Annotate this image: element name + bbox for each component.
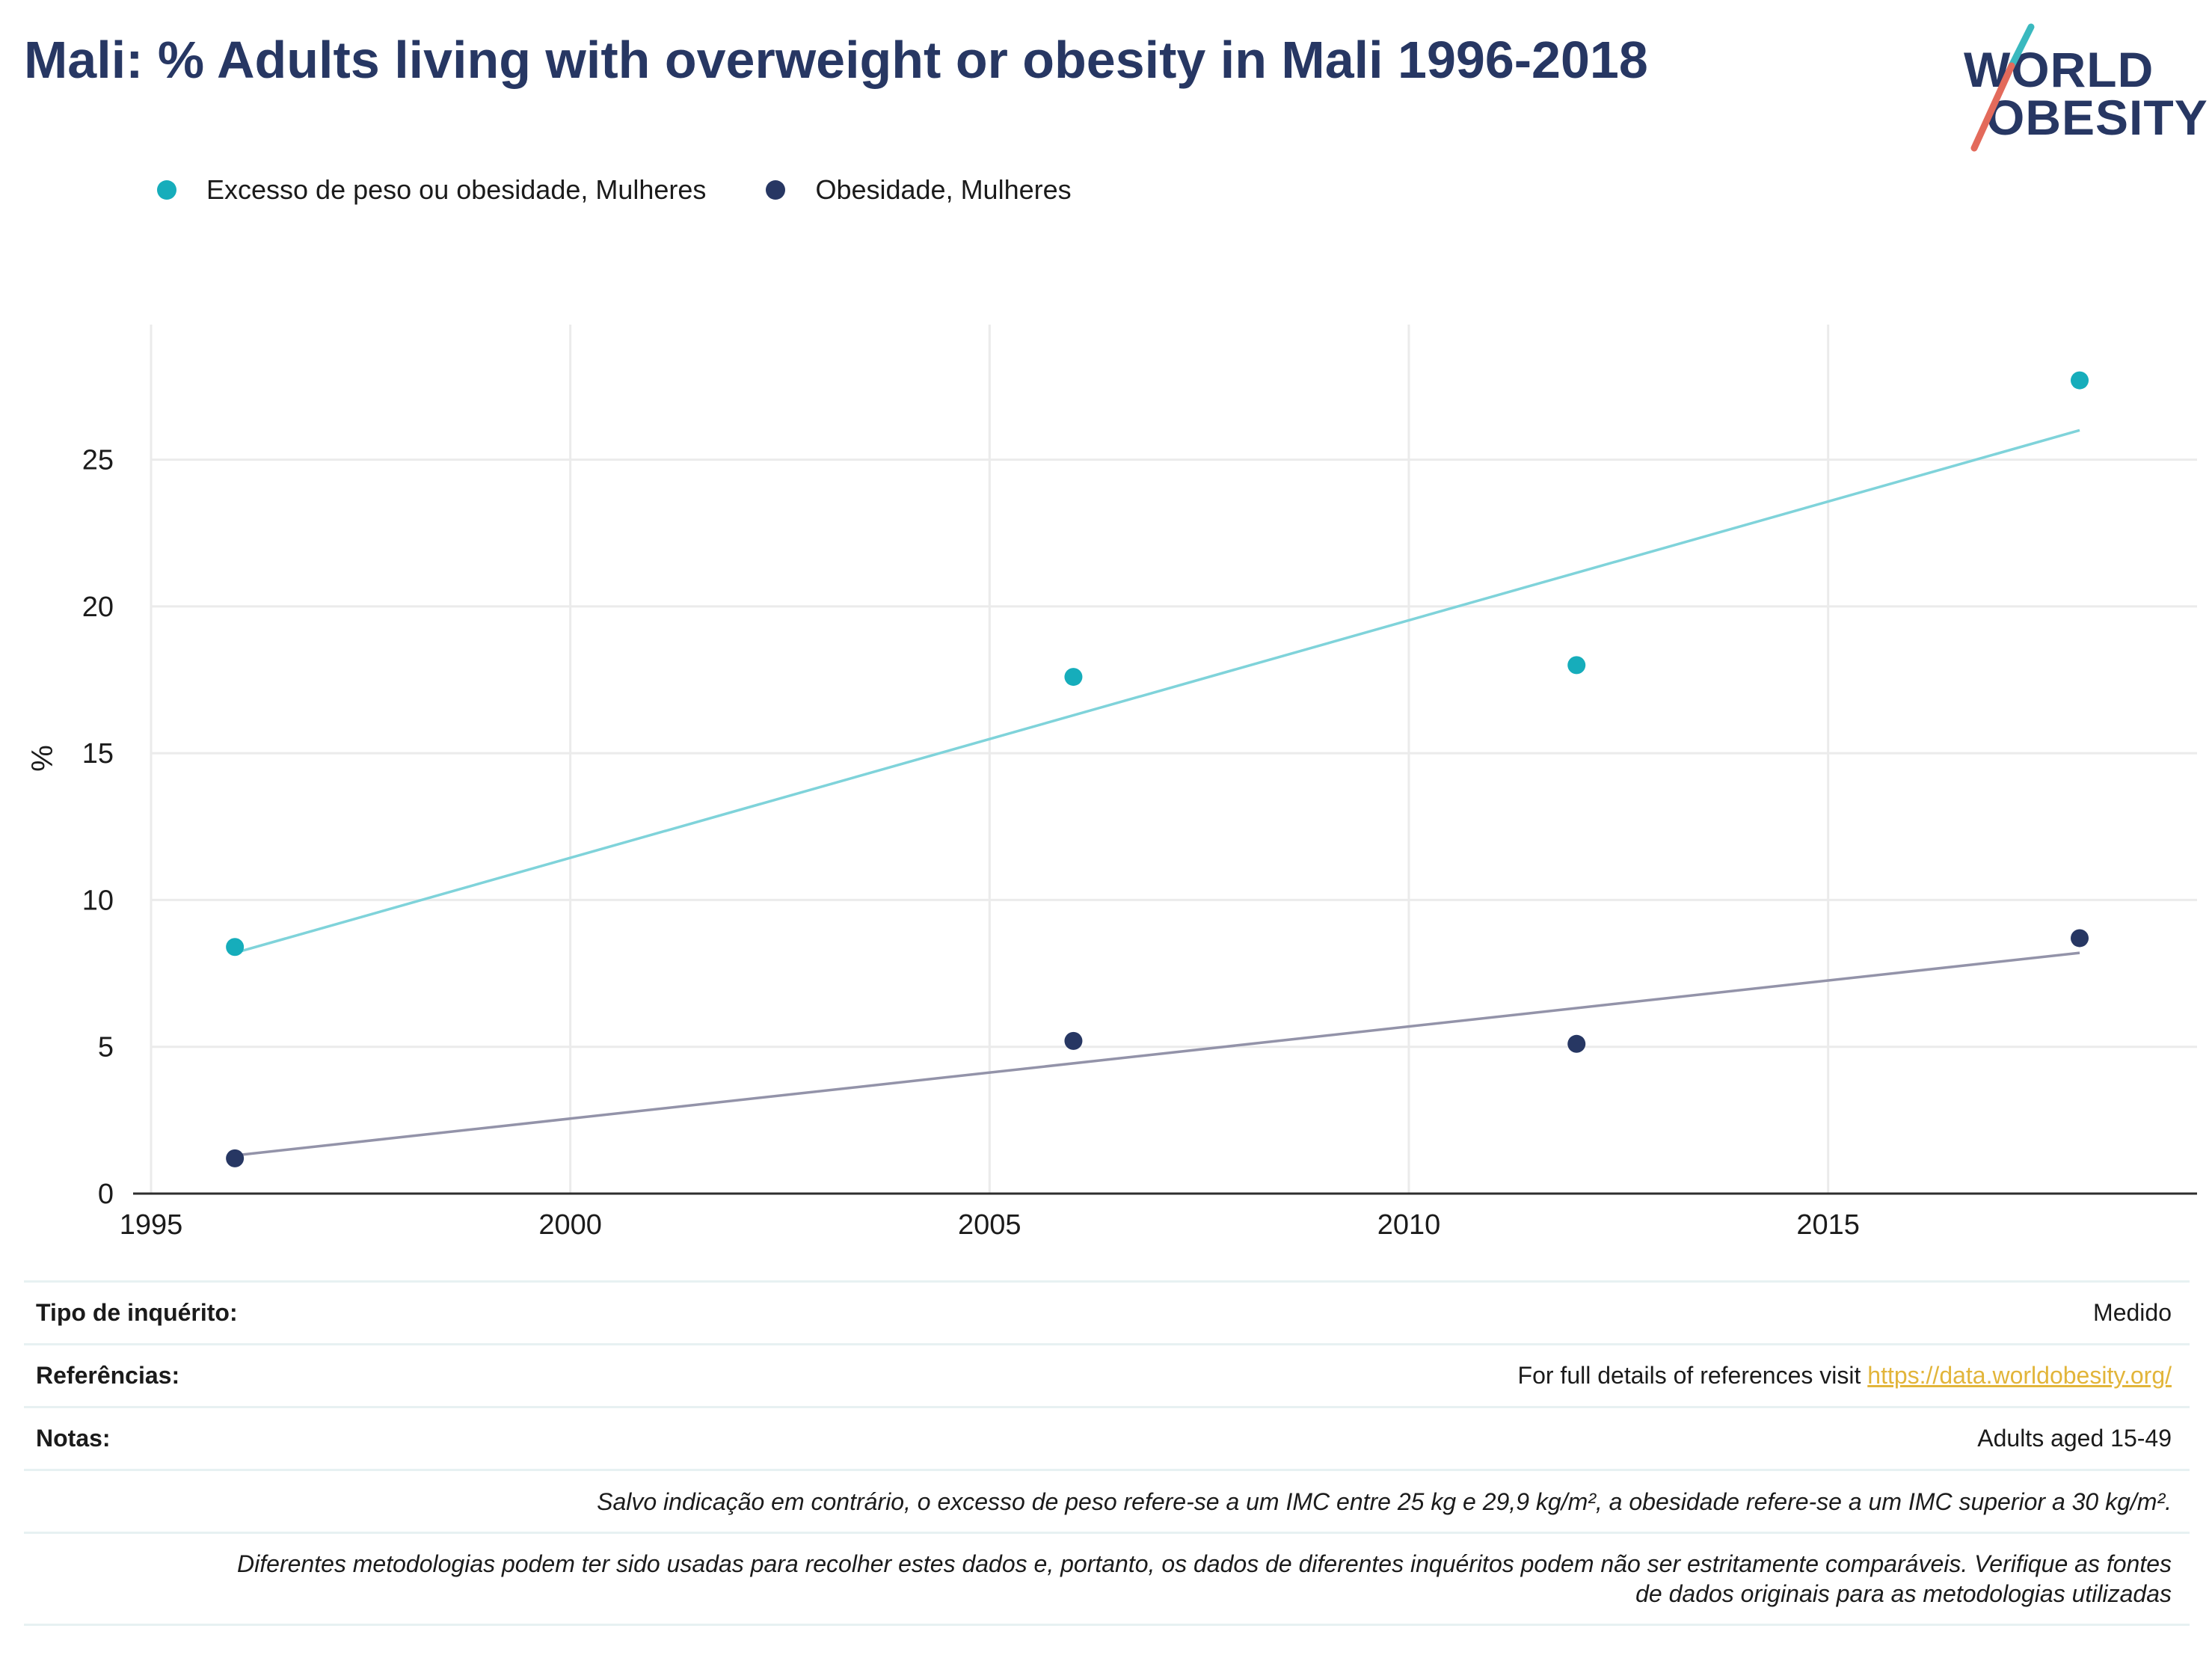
methods-note-row: Diferentes metodologias podem ter sido u… (24, 1532, 2190, 1626)
legend-label-overweight: Excesso de peso ou obesidade, Mulheres (206, 174, 707, 205)
references-row: Referências: For full details of referen… (24, 1343, 2190, 1406)
notes-value: Adults aged 15-49 (1977, 1425, 2172, 1452)
survey-type-value: Medido (2093, 1299, 2172, 1326)
references-text: For full details of references visit (1517, 1362, 1868, 1389)
chart-tick-labels: 1995 2000 2005 2010 2015 0 5 10 15 20 25 (82, 445, 1860, 1241)
legend-marker-overweight (157, 180, 176, 200)
notes-label: Notas: (36, 1425, 111, 1452)
y-tick-label: 20 (82, 592, 114, 623)
legend-label-obesity: Obesidade, Mulheres (815, 174, 1072, 205)
point-overweight (1064, 668, 1083, 687)
chart-plot-area: 1995 2000 2005 2010 2015 0 5 10 15 20 25 % (26, 325, 2197, 1241)
point-obesity (1064, 1031, 1083, 1050)
legend-marker-obesity (766, 180, 786, 200)
legend-item-obesity[interactable]: Obesidade, Mulheres (766, 174, 1072, 206)
point-obesity (2071, 929, 2089, 948)
x-tick-label: 2010 (1377, 1209, 1441, 1241)
survey-type-row: Tipo de inquérito: Medido (24, 1280, 2190, 1343)
y-tick-label: 10 (82, 885, 114, 916)
info-table: Tipo de inquérito: Medido Referências: F… (24, 1280, 2190, 1626)
point-overweight (2071, 371, 2089, 390)
legend-item-overweight[interactable]: Excesso de peso ou obesidade, Mulheres (157, 174, 706, 206)
world-obesity-logo: WORLD OBESITY (1952, 21, 2208, 156)
point-overweight (226, 938, 245, 957)
logo-line-1: WORLD (1964, 42, 2154, 97)
y-tick-label: 25 (82, 445, 114, 476)
logo-slash-icon (1970, 23, 2035, 152)
notes-row: Notas: Adults aged 15-49 (24, 1406, 2190, 1469)
point-obesity (226, 1149, 245, 1167)
chart-legend: Excesso de peso ou obesidade, Mulheres O… (157, 168, 1131, 212)
x-tick-label: 2015 (1796, 1209, 1860, 1241)
references-link[interactable]: https://data.worldobesity.org/ (1867, 1362, 2172, 1389)
y-tick-label: 5 (98, 1032, 114, 1063)
chart-points (226, 371, 2089, 1167)
point-overweight (1567, 656, 1586, 675)
methods-note-line-2: de dados originais para as metodologias … (1635, 1580, 2172, 1607)
chart-trendlines (234, 429, 2080, 1157)
logo-line-2: OBESITY (1986, 90, 2208, 145)
bmi-note-row: Salvo indicação em contrário, o excesso … (24, 1469, 2190, 1532)
chart-gridlines (150, 325, 2197, 1194)
point-obesity (1567, 1034, 1586, 1053)
trendline-obesity (234, 951, 2080, 1157)
chart-title: Mali: % Adults living with overweight or… (24, 31, 1648, 89)
methods-note: Diferentes metodologias podem ter sido u… (237, 1549, 2172, 1609)
bmi-note: Salvo indicação em contrário, o excesso … (597, 1487, 2172, 1515)
references-label: Referências: (36, 1362, 180, 1389)
survey-type-label: Tipo de inquérito: (36, 1299, 238, 1326)
x-tick-label: 1995 (120, 1209, 183, 1241)
references-value: For full details of references visit htt… (1518, 1362, 2172, 1390)
y-axis-label: % (26, 745, 59, 772)
y-tick-label: 0 (98, 1179, 114, 1210)
methods-note-line-1: Diferentes metodologias podem ter sido u… (237, 1550, 2172, 1577)
x-tick-label: 2005 (958, 1209, 1021, 1241)
x-tick-label: 2000 (538, 1209, 602, 1241)
trendline-overweight (234, 429, 2080, 954)
y-tick-label: 15 (82, 738, 114, 770)
